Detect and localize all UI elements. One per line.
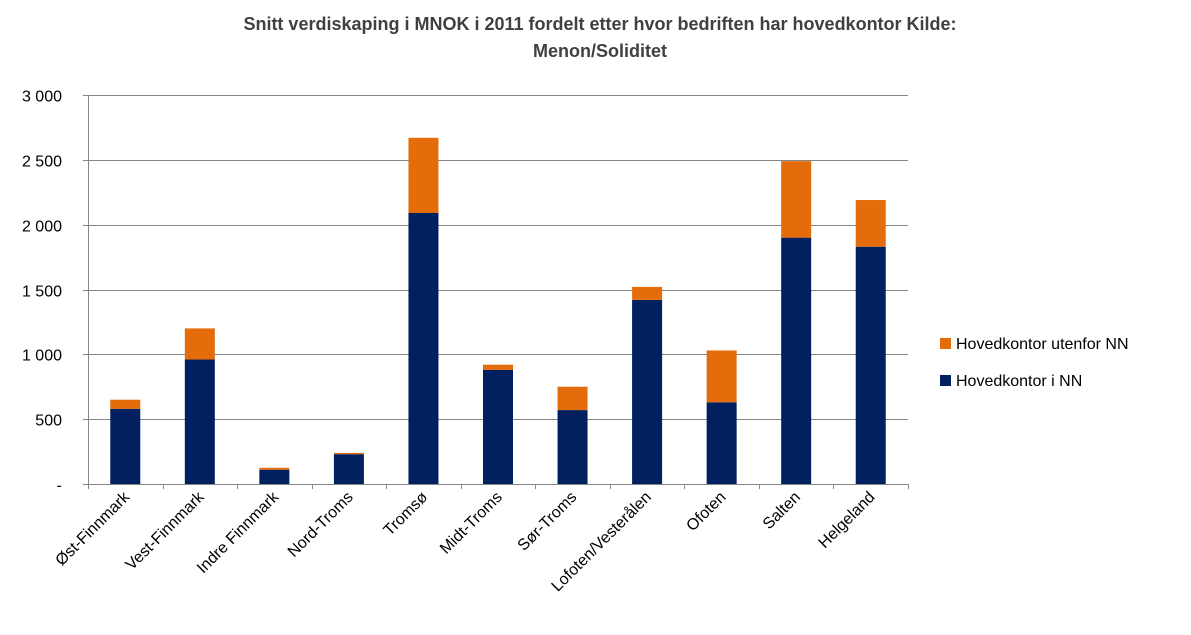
x-tick-label: Midt-Troms (437, 489, 506, 558)
x-tick-label: Helgeland (816, 489, 879, 552)
y-tick-label: 500 (35, 413, 62, 430)
legend-swatch (940, 375, 951, 386)
bar-hovedkontor-utenfor-nn (333, 452, 364, 455)
y-tick-label: 1 000 (22, 348, 62, 365)
bar-hovedkontor-utenfor-nn (259, 467, 290, 470)
bar-hovedkontor-utenfor-nn (483, 364, 513, 370)
y-tick-label: - (57, 478, 62, 495)
bar-hovedkontor-i-nn (333, 454, 364, 484)
y-tick-label: 2 500 (22, 154, 62, 171)
bar-hovedkontor-i-nn (483, 369, 513, 484)
chart-title-line-2: Menon/Soliditet (533, 41, 667, 61)
x-tick-label: Nord-Troms (285, 489, 357, 561)
bars (110, 137, 886, 484)
bar-hovedkontor-i-nn (632, 299, 663, 484)
bar-hovedkontor-i-nn (408, 212, 439, 484)
bar-hovedkontor-i-nn (259, 469, 290, 484)
y-tick-label: 1 500 (22, 284, 62, 301)
bar-hovedkontor-utenfor-nn (855, 200, 886, 247)
x-tick-label: Ofoten (683, 489, 729, 535)
x-tick-label: Øst-Finnmark (53, 488, 134, 569)
bar-hovedkontor-i-nn (706, 402, 737, 484)
x-tick-label: Tromsø (381, 489, 432, 540)
x-tick-label: Vest-Finnmark (123, 488, 209, 574)
bar-hovedkontor-utenfor-nn (408, 137, 439, 213)
axis-labels: - 500 1 000 1 500 2 000 2 500 3 000 Øst-Finnmar… (22, 89, 879, 596)
x-tick-label: Indre Finnmark (194, 488, 283, 577)
x-tick-label: Sør-Troms (515, 489, 581, 555)
legend: Hovedkontor utenfor NN Hovedkontor i NN (940, 336, 1129, 390)
bar-hovedkontor-utenfor-nn (557, 386, 588, 411)
bar-hovedkontor-i-nn (557, 410, 588, 484)
bar-hovedkontor-utenfor-nn (184, 328, 215, 360)
y-tick-label: 3 000 (22, 89, 62, 106)
bar-hovedkontor-utenfor-nn (110, 399, 141, 409)
y-tick-label: 2 000 (22, 219, 62, 236)
x-tick-label: Salten (760, 489, 804, 533)
axes (83, 95, 909, 489)
bar-hovedkontor-i-nn (110, 408, 141, 484)
bar-hovedkontor-i-nn (184, 359, 215, 484)
legend-swatch (940, 338, 951, 349)
chart-title: Snitt verdiskaping i MNOK i 2011 fordelt… (100, 11, 1100, 65)
legend-label: Hovedkontor utenfor NN (956, 336, 1129, 353)
legend-label: Hovedkontor i NN (956, 373, 1082, 390)
chart-title-line-1: Snitt verdiskaping i MNOK i 2011 fordelt… (243, 14, 957, 34)
bar-hovedkontor-utenfor-nn (632, 286, 663, 300)
bar-hovedkontor-i-nn (855, 246, 886, 484)
bar-hovedkontor-i-nn (781, 237, 812, 484)
bar-hovedkontor-utenfor-nn (706, 350, 737, 403)
bar-hovedkontor-utenfor-nn (781, 161, 812, 238)
